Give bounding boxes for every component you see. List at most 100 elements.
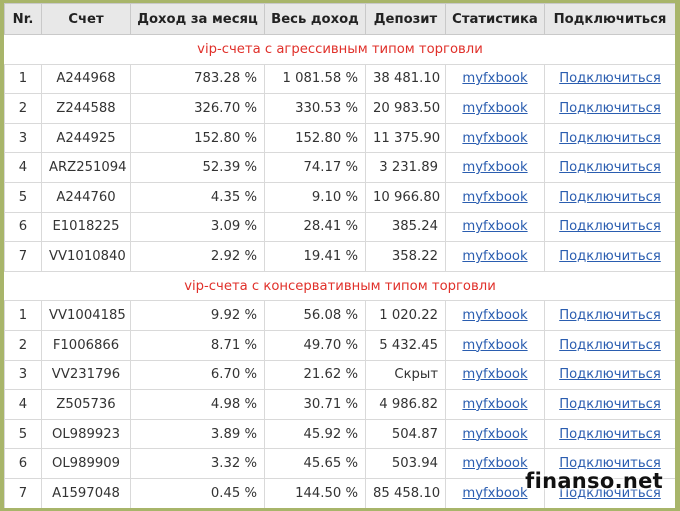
deposit-cell: 385.24 <box>365 211 446 243</box>
deposit-cell: 504.87 <box>365 418 446 450</box>
account-cell: F1006866 <box>41 329 131 361</box>
header-nr: Nr. <box>4 3 42 35</box>
myfxbook-link[interactable]: myfxbook <box>462 308 528 324</box>
myfxbook-link[interactable]: myfxbook <box>462 426 528 442</box>
row-number: 7 <box>4 477 42 508</box>
connect-link[interactable]: Подключиться <box>559 130 661 146</box>
deposit-cell: Скрыт <box>365 359 446 391</box>
myfxbook-cell: myfxbook <box>445 211 545 243</box>
myfxbook-cell: myfxbook <box>445 300 545 331</box>
account-cell: A244925 <box>41 122 131 154</box>
section-header-row: vip-счета с консервативным типом торговл… <box>4 270 675 302</box>
myfxbook-cell: myfxbook <box>445 152 545 183</box>
deposit-cell: 38 481.10 <box>365 63 446 95</box>
total-income-cell: 45.92 % <box>264 418 366 450</box>
connect-link[interactable]: Подключиться <box>559 485 661 501</box>
month-income-cell: 6.70 % <box>130 359 265 391</box>
deposit-cell: 4 986.82 <box>365 389 446 420</box>
account-cell: ARZ251094 <box>41 152 131 183</box>
connect-cell: Подключиться <box>544 63 675 95</box>
myfxbook-link[interactable]: myfxbook <box>462 248 528 264</box>
myfxbook-cell: myfxbook <box>445 329 545 361</box>
table-row: 1 A244968 783.28 % 1 081.58 % 38 481.10 myfxb… <box>4 63 675 95</box>
myfxbook-link[interactable]: myfxbook <box>462 160 528 176</box>
connect-link[interactable]: Подключиться <box>559 337 661 353</box>
table-row: 6 OL989909 3.32 % 45.65 % 503.94 myfxbook Подк… <box>4 448 675 479</box>
connect-link[interactable]: Подключиться <box>559 248 661 264</box>
connect-link[interactable]: Подключиться <box>559 367 661 383</box>
account-cell: E1018225 <box>41 211 131 243</box>
account-cell: A244968 <box>41 63 131 95</box>
row-number: 4 <box>4 152 42 183</box>
myfxbook-cell: myfxbook <box>445 181 545 213</box>
connect-cell: Подключиться <box>544 241 675 272</box>
month-income-cell: 4.35 % <box>130 181 265 213</box>
month-income-cell: 9.92 % <box>130 300 265 331</box>
connect-cell: Подключиться <box>544 152 675 183</box>
myfxbook-link[interactable]: myfxbook <box>462 100 528 116</box>
connect-cell: Подключиться <box>544 359 675 391</box>
deposit-cell: 358.22 <box>365 241 446 272</box>
myfxbook-link[interactable]: myfxbook <box>462 396 528 412</box>
myfxbook-link[interactable]: myfxbook <box>462 485 528 501</box>
month-income-cell: 52.39 % <box>130 152 265 183</box>
account-cell: OL989909 <box>41 448 131 479</box>
connect-link[interactable]: Подключиться <box>559 426 661 442</box>
month-income-cell: 152.80 % <box>130 122 265 154</box>
table-row: 5 A244760 4.35 % 9.10 % 10 966.80 myfxbook Под… <box>4 181 675 213</box>
table-frame: Nr. Счет Доход за месяц Весь доход Депоз… <box>4 3 675 508</box>
header-deposit: Депозит <box>365 3 446 35</box>
watermark-logo: finanso.net <box>525 469 663 493</box>
account-cell: A244760 <box>41 181 131 213</box>
deposit-cell: 1 020.22 <box>365 300 446 331</box>
connect-link[interactable]: Подключиться <box>559 160 661 176</box>
header-total-income: Весь доход <box>264 3 366 35</box>
total-income-cell: 30.71 % <box>264 389 366 420</box>
connect-cell: Подключиться <box>544 477 675 508</box>
row-number: 6 <box>4 211 42 243</box>
connect-link[interactable]: Подключиться <box>559 456 661 472</box>
connect-cell: Подключиться <box>544 300 675 331</box>
month-income-cell: 3.89 % <box>130 418 265 450</box>
connect-link[interactable]: Подключиться <box>559 396 661 412</box>
deposit-cell: 11 375.90 <box>365 122 446 154</box>
myfxbook-link[interactable]: myfxbook <box>462 189 528 205</box>
deposit-cell: 85 458.10 <box>365 477 446 508</box>
row-number: 3 <box>4 122 42 154</box>
connect-link[interactable]: Подключиться <box>559 71 661 87</box>
myfxbook-link[interactable]: myfxbook <box>462 367 528 383</box>
myfxbook-link[interactable]: myfxbook <box>462 71 528 87</box>
month-income-cell: 783.28 % <box>130 63 265 95</box>
month-income-cell: 8.71 % <box>130 329 265 361</box>
myfxbook-link[interactable]: myfxbook <box>462 456 528 472</box>
total-income-cell: 21.62 % <box>264 359 366 391</box>
account-cell: Z505736 <box>41 389 131 420</box>
accounts-table: Nr. Счет Доход за месяц Весь доход Депоз… <box>4 3 675 508</box>
table-row: 7 A1597048 0.45 % 144.50 % 85 458.10 myfxbook… <box>4 477 675 508</box>
connect-cell: Подключиться <box>544 329 675 361</box>
myfxbook-cell: myfxbook <box>445 418 545 450</box>
connect-link[interactable]: Подключиться <box>559 189 661 205</box>
account-cell: VV231796 <box>41 359 131 391</box>
header-connect: Подключиться <box>544 3 675 35</box>
month-income-cell: 326.70 % <box>130 93 265 124</box>
myfxbook-cell: myfxbook <box>445 389 545 420</box>
myfxbook-link[interactable]: myfxbook <box>462 219 528 235</box>
connect-link[interactable]: Подключиться <box>559 100 661 116</box>
table-row: 3 A244925 152.80 % 152.80 % 11 375.90 myfxboo… <box>4 122 675 154</box>
connect-link[interactable]: Подключиться <box>559 308 661 324</box>
row-number: 7 <box>4 241 42 272</box>
table-row: 2 F1006866 8.71 % 49.70 % 5 432.45 myfxbook По… <box>4 329 675 361</box>
header-row: Nr. Счет Доход за месяц Весь доход Депоз… <box>4 3 675 35</box>
myfxbook-cell: myfxbook <box>445 63 545 95</box>
section-title: vip-счета с консервативным типом торговл… <box>4 270 675 302</box>
connect-cell: Подключиться <box>544 181 675 213</box>
connect-link[interactable]: Подключиться <box>559 219 661 235</box>
deposit-cell: 20 983.50 <box>365 93 446 124</box>
myfxbook-link[interactable]: myfxbook <box>462 130 528 146</box>
deposit-cell: 503.94 <box>365 448 446 479</box>
myfxbook-link[interactable]: myfxbook <box>462 337 528 353</box>
month-income-cell: 3.09 % <box>130 211 265 243</box>
table-row: 5 OL989923 3.89 % 45.92 % 504.87 myfxbook Подк… <box>4 418 675 450</box>
deposit-cell: 3 231.89 <box>365 152 446 183</box>
